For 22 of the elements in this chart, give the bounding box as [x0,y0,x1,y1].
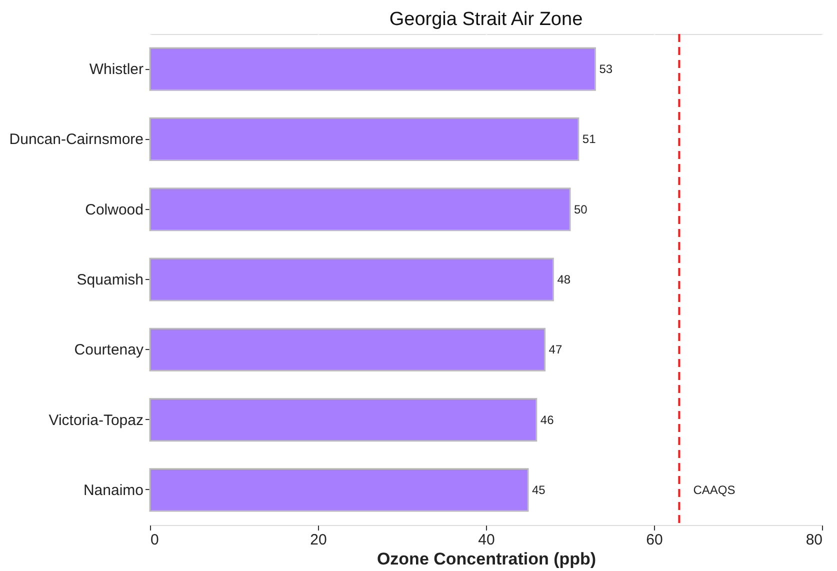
x-tick-label: 80 [806,532,822,548]
data-label: 51 [582,132,596,146]
x-tick-label: 40 [478,532,495,548]
y-tick-label: Nanaimo [83,482,144,499]
chart-title: Georgia Strait Air Zone [389,9,583,30]
x-axis-title: Ozone Concentration (ppb) [376,550,596,568]
data-label: 48 [557,272,571,286]
data-label: 45 [532,482,546,497]
y-tick-label: Courtenay [74,342,144,359]
data-label: 47 [548,342,562,357]
y-tick-label: Squamish [76,272,144,288]
y-tick-label: Victoria-Topaz [48,412,144,429]
x-tick-label: 60 [646,532,663,548]
data-label: 53 [599,62,613,76]
ref-line-label: CAAQS [693,482,736,497]
data-label: 50 [574,202,588,216]
x-tick-label: 0 [150,532,159,548]
y-tick-label: Colwood [85,201,144,218]
y-tick-label: Whistler [89,61,144,78]
x-tick-label: 20 [310,532,327,548]
y-tick-label: Duncan-Cairnsmore [9,131,144,148]
data-label: 46 [540,412,554,427]
